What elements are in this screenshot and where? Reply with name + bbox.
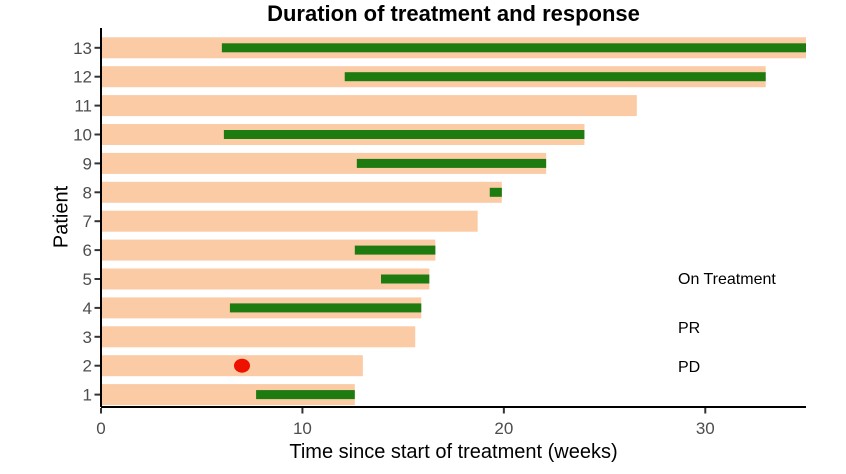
pr-bar-p5 [380,274,430,284]
y-tick-label: 13 [73,39,92,58]
y-tick-label: 5 [83,270,92,289]
on-treatment-bar-p2 [101,355,363,377]
x-tick-label: 0 [96,419,105,438]
on-treatment-bar-p6 [101,239,436,261]
y-tick-label: 10 [73,126,92,145]
on-treatment-bar-p5 [101,268,430,290]
red-dot-icon [632,363,642,373]
green-line-icon [618,326,656,333]
y-tick-label: 7 [83,212,92,231]
y-tick-label: 8 [83,183,92,202]
legend-item-pr: PR [617,318,700,340]
pr-bar-p8 [489,187,502,197]
legend-label-pd: PD [678,359,701,376]
pr-bar-p13 [221,43,806,53]
on-treatment-bar-p3 [101,326,416,348]
on-treatment-bar-p8 [101,181,502,203]
legend-item-on-treatment: On Treatment [617,269,776,291]
y-tick-label: 2 [83,357,92,376]
on-treatment-bar-p1 [101,384,355,406]
legend-label-on-treatment: On Treatment [678,271,776,288]
legend-label-pr: PR [678,320,701,337]
pr-bar-p1 [256,390,355,400]
on-treatment-bar-p9 [101,152,547,174]
y-tick-label: 11 [74,97,92,116]
pr-bar-p9 [356,158,547,168]
peach-rect-icon [617,270,656,291]
y-tick-label: 9 [83,154,92,173]
y-tick-label: 1 [83,386,92,405]
pr-bar-p10 [223,130,585,139]
x-axis-title: Time since start of treatment (weeks) [289,441,618,463]
on-treatment-bar-p7 [101,210,478,232]
on-treatment-bar-p11 [101,95,637,117]
x-tick-label: 30 [696,419,715,438]
on-treatment-swatch-icon [617,270,656,291]
y-tick-label: 4 [83,299,92,318]
pr-bar-p6 [354,245,436,255]
pr-swatch-icon [617,326,656,333]
pd-marker-p2 [234,358,250,373]
y-tick-label: 3 [83,328,92,347]
legend-item-pd: PD [617,357,700,379]
y-tick-label: 6 [83,241,92,260]
pr-bar-p12 [344,72,766,82]
pr-bar-p4 [229,303,422,313]
pd-swatch-icon [617,363,656,373]
y-tick-label: 12 [73,68,92,87]
x-tick-label: 20 [494,419,513,438]
chart-title: Duration of treatment and response [267,1,640,26]
x-tick-label: 10 [293,419,312,438]
